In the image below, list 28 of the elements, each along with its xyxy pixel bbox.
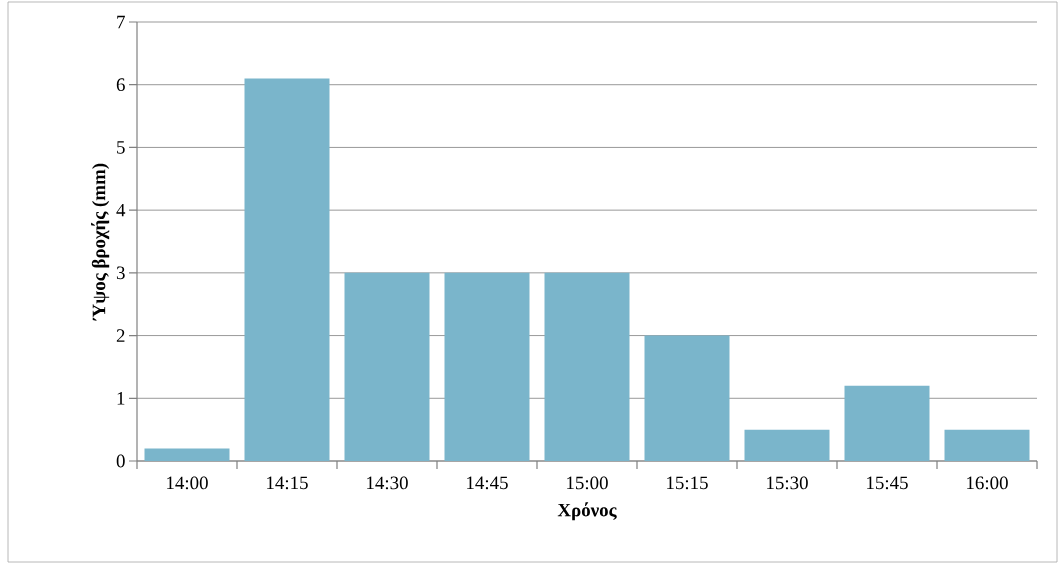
y-tick-label: 4 [116, 203, 126, 217]
x-tick-label: 16:00 [967, 476, 1008, 490]
x-tick-label: 15:15 [667, 476, 708, 490]
bar [144, 448, 230, 461]
x-tick-label: 14:00 [167, 476, 208, 490]
y-tick-label: 2 [116, 329, 125, 342]
y-axis-title: Ύψος βροχής (mm) [91, 163, 110, 321]
bar [244, 78, 330, 461]
bar [344, 272, 430, 461]
bar [844, 385, 930, 461]
y-tick-label: 3 [116, 266, 125, 280]
bar [944, 429, 1030, 461]
y-tick-label: 7 [117, 15, 125, 29]
y-tick-label: 6 [116, 78, 125, 92]
y-tick-label: 0 [116, 454, 125, 468]
x-axis-title: Χρόνος [557, 502, 617, 521]
x-tick-label: 14:45 [467, 476, 508, 490]
x-tick-label: 15:45 [867, 476, 908, 490]
x-tick-label: 15:00 [567, 476, 608, 490]
x-tick-label: 14:15 [267, 476, 308, 490]
x-tick-label: 14:30 [367, 476, 408, 490]
bar [744, 429, 830, 461]
bar [644, 335, 730, 461]
bar [444, 272, 530, 461]
x-tick-label: 15:30 [767, 476, 808, 490]
bar [544, 272, 630, 461]
y-tick-label: 5 [117, 141, 125, 154]
y-tick-label: 1 [117, 392, 125, 405]
